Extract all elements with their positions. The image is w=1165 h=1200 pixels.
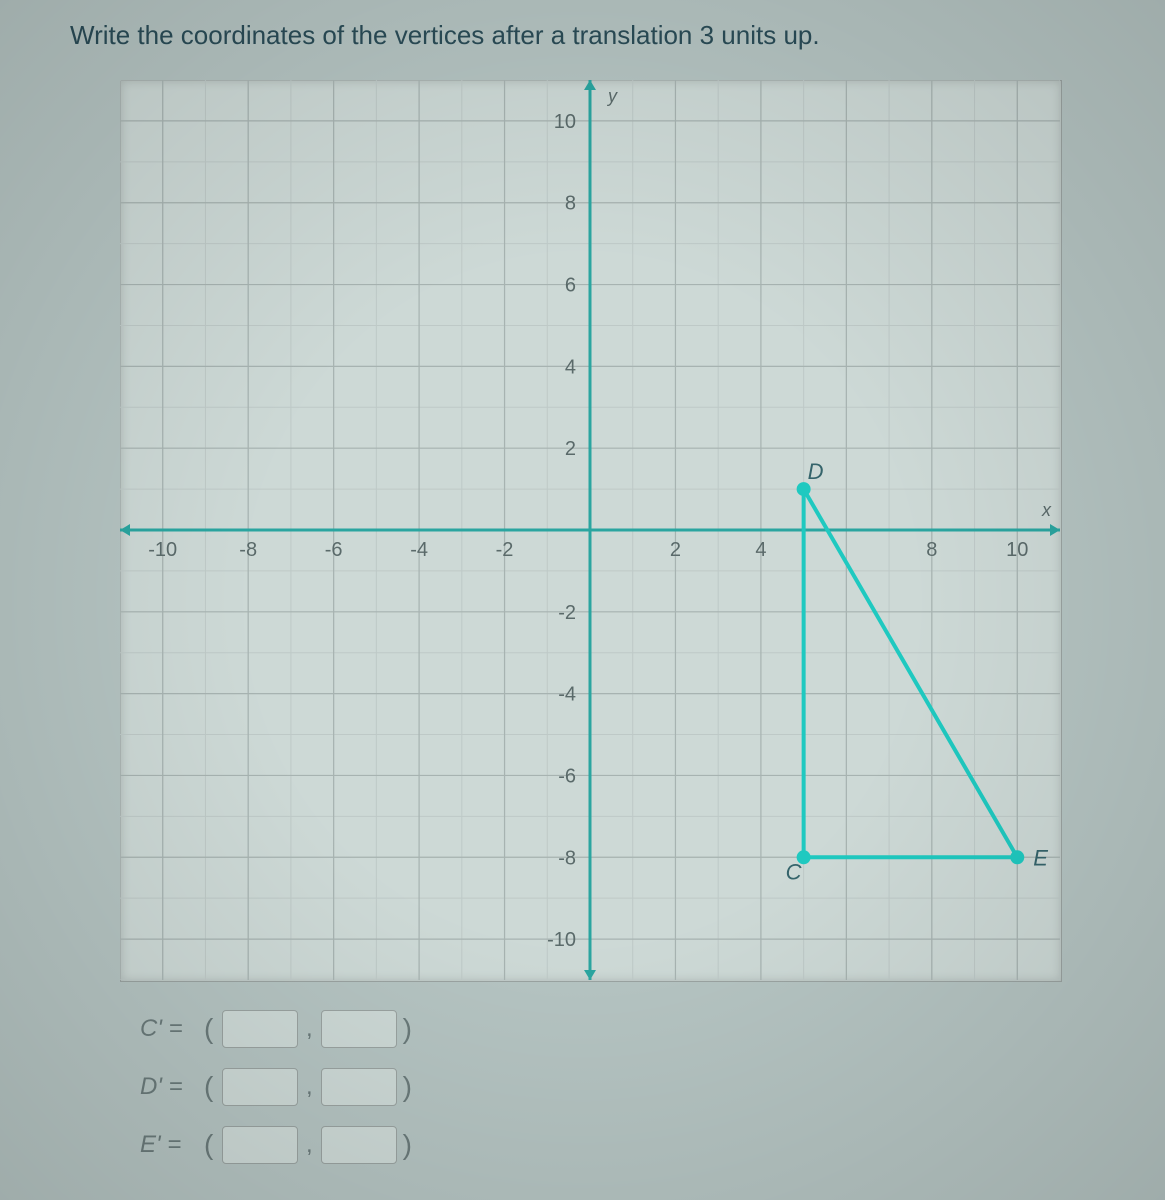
- svg-text:10: 10: [554, 111, 576, 133]
- svg-text:y: y: [606, 86, 618, 106]
- svg-text:6: 6: [565, 275, 576, 297]
- answer-e-y-input[interactable]: [321, 1126, 397, 1164]
- answer-c-x-input[interactable]: [222, 1010, 298, 1048]
- comma: ,: [306, 1131, 313, 1159]
- answer-e-x-input[interactable]: [222, 1126, 298, 1164]
- svg-text:-10: -10: [148, 539, 177, 561]
- svg-text:-8: -8: [239, 539, 257, 561]
- answer-label-e: E' =: [140, 1131, 200, 1159]
- svg-text:8: 8: [565, 193, 576, 215]
- svg-text:-4: -4: [410, 539, 428, 561]
- chart-svg: y x -10 -8 -6 -4 -2 2 4 8 10 10 8 6 4 2 -2 -4 -6 -8 -10 C D E: [120, 80, 1060, 980]
- paren-close: ): [403, 1071, 415, 1103]
- svg-text:-2: -2: [558, 602, 576, 624]
- svg-text:4: 4: [755, 539, 766, 561]
- svg-text:-4: -4: [558, 684, 576, 706]
- svg-text:-10: -10: [547, 929, 576, 951]
- svg-text:D: D: [808, 459, 824, 484]
- svg-text:E: E: [1033, 845, 1048, 870]
- svg-text:-6: -6: [558, 765, 576, 787]
- answer-d-x-input[interactable]: [222, 1068, 298, 1106]
- svg-text:2: 2: [670, 539, 681, 561]
- svg-text:-8: -8: [558, 847, 576, 869]
- paren-close: ): [403, 1129, 415, 1161]
- comma: ,: [306, 1015, 313, 1043]
- answer-row-e: E' = ( , ): [140, 1126, 419, 1164]
- comma: ,: [306, 1073, 313, 1101]
- svg-text:C: C: [786, 859, 802, 884]
- svg-text:8: 8: [926, 539, 937, 561]
- svg-text:10: 10: [1006, 539, 1028, 561]
- question-title: Write the coordinates of the vertices af…: [70, 20, 820, 51]
- answer-row-c: C' = ( , ): [140, 1010, 419, 1048]
- svg-text:4: 4: [565, 356, 576, 378]
- answers-section: C' = ( , ) D' = ( , ) E' = ( , ): [140, 1010, 419, 1184]
- answer-label-d: D' =: [140, 1073, 200, 1101]
- paren-open: (: [204, 1129, 216, 1161]
- paren-close: ): [403, 1013, 415, 1045]
- svg-text:x: x: [1041, 500, 1052, 520]
- paren-open: (: [204, 1013, 216, 1045]
- answer-d-y-input[interactable]: [321, 1068, 397, 1106]
- paren-open: (: [204, 1071, 216, 1103]
- svg-text:-2: -2: [496, 539, 514, 561]
- answer-row-d: D' = ( , ): [140, 1068, 419, 1106]
- svg-text:2: 2: [565, 438, 576, 460]
- answer-c-y-input[interactable]: [321, 1010, 397, 1048]
- coordinate-chart: y x -10 -8 -6 -4 -2 2 4 8 10 10 8 6 4 2 -2 -4 -6 -8 -10 C D E: [120, 80, 1060, 980]
- answer-label-c: C' =: [140, 1015, 200, 1043]
- svg-text:-6: -6: [325, 539, 343, 561]
